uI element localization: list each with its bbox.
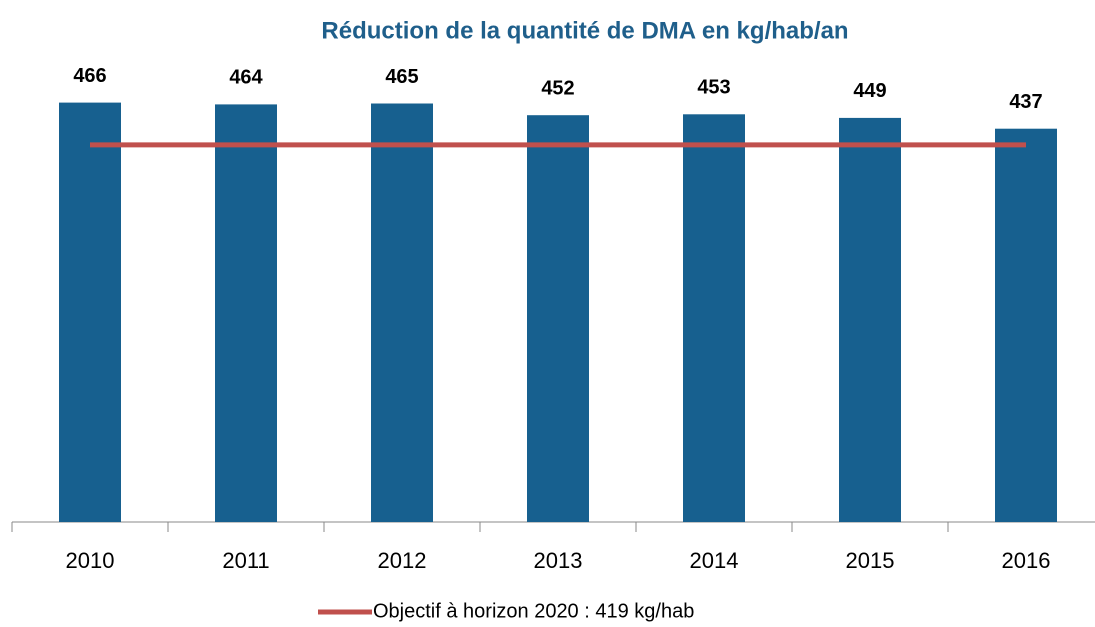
data-label: 453 (697, 77, 730, 99)
chart-title: Réduction de la quantité de DMA en kg/ha… (321, 17, 848, 44)
bar (995, 128, 1057, 522)
bar (839, 117, 901, 523)
data-label: 452 (541, 77, 574, 99)
data-label: 464 (229, 67, 263, 89)
x-tick-label: 2016 (1002, 548, 1051, 573)
data-label: 466 (73, 65, 106, 87)
bar (215, 104, 277, 523)
bar (371, 103, 433, 522)
x-tick-label: 2011 (222, 548, 269, 573)
data-label: 465 (385, 66, 418, 88)
bar (527, 115, 589, 522)
x-tick-label: 2012 (378, 548, 427, 573)
bar (59, 102, 121, 522)
x-tick-label: 2015 (846, 548, 895, 573)
x-tick-label: 2013 (534, 548, 583, 573)
data-label: 437 (1009, 91, 1042, 113)
x-tick-label: 2014 (690, 548, 739, 573)
data-label: 449 (853, 80, 886, 102)
legend-label: Objectif à horizon 2020 : 419 kg/hab (373, 600, 694, 622)
bar (683, 114, 745, 523)
x-tick-label: 2010 (66, 548, 115, 573)
